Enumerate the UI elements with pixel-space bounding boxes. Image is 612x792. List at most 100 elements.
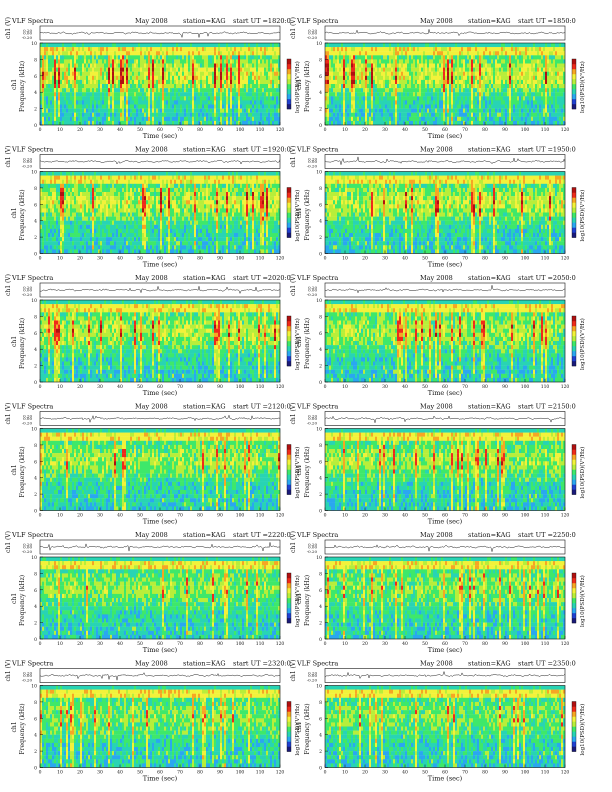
spectrogram-cell bbox=[68, 104, 71, 109]
spectrogram-cell bbox=[395, 63, 398, 68]
spectrogram-cell bbox=[341, 75, 344, 81]
spectrogram-cell bbox=[196, 75, 199, 81]
spectrogram-cell bbox=[357, 63, 360, 68]
spectrogram-cell bbox=[44, 175, 47, 180]
spectrogram-cell bbox=[104, 79, 107, 85]
spectrogram-cell bbox=[128, 108, 131, 113]
spectrogram-cell bbox=[399, 116, 402, 122]
spectrogram-cell bbox=[367, 71, 370, 76]
spectrogram-cell bbox=[453, 120, 456, 126]
spectrogram-cell bbox=[208, 96, 211, 101]
spectrogram-cell bbox=[122, 75, 125, 81]
spectrogram-cell bbox=[527, 96, 530, 101]
spectrogram-cell bbox=[44, 100, 47, 105]
spectrogram-cell bbox=[220, 116, 223, 122]
spectrogram-cell bbox=[423, 43, 426, 48]
spectrogram-cell bbox=[164, 116, 167, 122]
spectrogram-cell bbox=[345, 63, 348, 68]
spectrogram-cell bbox=[278, 79, 281, 85]
spectrogram-cell bbox=[433, 108, 436, 113]
spectrogram-cell bbox=[100, 55, 103, 60]
spectrogram-cell bbox=[100, 43, 103, 48]
spectrogram-cell bbox=[42, 212, 45, 217]
spectrogram-cell bbox=[507, 79, 510, 85]
spectrogram-cell bbox=[78, 108, 81, 113]
spectrogram-cell bbox=[365, 75, 368, 81]
spectrogram-cell bbox=[206, 71, 209, 76]
spectrogram-cell bbox=[228, 88, 231, 93]
spectrogram-cell bbox=[327, 100, 330, 105]
spectrogram-cell bbox=[491, 55, 494, 60]
spectrogram-cell bbox=[537, 75, 540, 81]
spectrogram-cell bbox=[411, 116, 414, 122]
spectrogram-cell bbox=[64, 47, 67, 52]
spectrogram-cell bbox=[441, 108, 444, 113]
spectrogram-cell bbox=[391, 120, 394, 126]
spectrogram-cell bbox=[190, 75, 193, 81]
spectrogram-cell bbox=[347, 79, 350, 85]
spectrogram-cell bbox=[523, 96, 526, 101]
spectrogram-cell bbox=[459, 92, 462, 97]
spectrogram-cell bbox=[152, 92, 155, 97]
spectrogram-cell bbox=[429, 43, 432, 48]
spectrogram-cell bbox=[130, 55, 133, 60]
spectrogram-cell bbox=[66, 71, 69, 76]
spectrogram-cell bbox=[98, 100, 101, 105]
spectrogram-cell bbox=[92, 104, 95, 109]
spectrogram-cell bbox=[60, 116, 63, 122]
spectrogram-cell bbox=[407, 63, 410, 68]
spectrogram-cell bbox=[76, 112, 79, 117]
spectrogram-cell bbox=[256, 43, 259, 48]
spectrogram-cell bbox=[493, 71, 496, 76]
spectrogram-cell bbox=[475, 55, 478, 60]
spectrogram-cell bbox=[124, 71, 127, 76]
spectrogram-cell bbox=[134, 104, 137, 109]
spectrogram-cell bbox=[373, 55, 376, 60]
spectrogram-cell bbox=[537, 43, 540, 48]
spectrogram-cell bbox=[509, 55, 512, 60]
spectrogram-cell bbox=[493, 96, 496, 101]
spectrogram-cell bbox=[427, 108, 430, 113]
spectrogram-cell bbox=[347, 63, 350, 68]
spectrogram-cell bbox=[64, 79, 67, 85]
spectrogram-cell bbox=[409, 88, 412, 93]
spectrogram-cell bbox=[535, 100, 538, 105]
spectrogram-cell bbox=[42, 71, 45, 76]
spectrogram-cell bbox=[168, 120, 171, 126]
spectrogram-cell bbox=[555, 104, 558, 109]
spectrogram-cell bbox=[228, 43, 231, 48]
spectrogram-cell bbox=[238, 112, 241, 117]
spectrogram-cell bbox=[122, 96, 125, 101]
spectrogram-cell bbox=[252, 51, 255, 56]
spectrogram-cell bbox=[56, 47, 59, 52]
spectrogram-cell bbox=[453, 116, 456, 122]
spectrogram-cell bbox=[341, 79, 344, 85]
spectrogram-cell bbox=[479, 112, 482, 117]
spectrogram-cell bbox=[391, 104, 394, 109]
spectrogram-cell bbox=[62, 92, 65, 97]
spectrogram-cell bbox=[164, 92, 167, 97]
spectrogram-cell bbox=[327, 120, 330, 126]
spectrogram-cell bbox=[433, 84, 436, 89]
spectrogram-cell bbox=[60, 51, 63, 56]
spectrogram-cell bbox=[208, 104, 211, 109]
spectrogram-cell bbox=[405, 96, 408, 101]
spectrogram-cell bbox=[242, 43, 245, 48]
spectrogram-cell bbox=[513, 75, 516, 81]
spectrogram-cell bbox=[529, 79, 532, 85]
spectrogram-cell bbox=[54, 100, 57, 105]
spectrogram-cell bbox=[429, 47, 432, 52]
spectrogram-cell bbox=[343, 47, 346, 52]
spectrogram-cell bbox=[537, 59, 540, 64]
spectrogram-cell bbox=[473, 116, 476, 122]
spectrogram-cell bbox=[475, 108, 478, 113]
spectrogram-cell bbox=[226, 63, 229, 68]
spectrogram-cell bbox=[58, 120, 61, 126]
spectrogram-cell bbox=[64, 112, 67, 117]
spectrogram-cell bbox=[214, 55, 217, 60]
spectrogram-cell bbox=[124, 79, 127, 85]
spectrogram-cell bbox=[172, 51, 175, 56]
spectrogram-cell bbox=[68, 51, 71, 56]
spectrogram-cell bbox=[359, 96, 362, 101]
spectrogram-cell bbox=[230, 55, 233, 60]
